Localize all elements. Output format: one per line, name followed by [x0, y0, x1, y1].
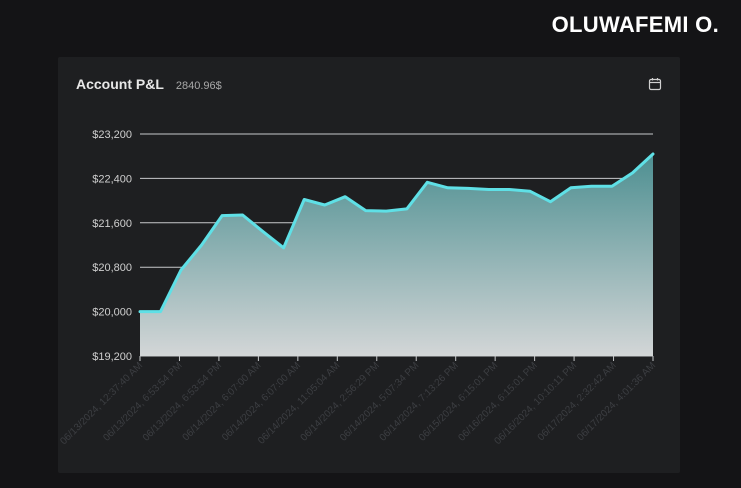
x-tick-label: 06/14/2024, 7:13:26 PM [378, 360, 461, 443]
series-line [138, 152, 655, 314]
x-tick-label: 06/15/2024, 6:15:01 PM [417, 360, 500, 443]
card-header: Account P&L 2840.96$ [76, 76, 222, 92]
area-path [140, 154, 653, 356]
pnl-value: 2840.96$ [175, 80, 222, 92]
card-title: Account P&L [76, 76, 164, 92]
pnl-card: $19,200 $20,000 $20,800 $21,600 $22,400 $23,2… [58, 57, 680, 473]
series-line-path [138, 152, 655, 314]
y-tick-label: $20,800 [92, 262, 132, 274]
x-tick-label: 06/17/2024, 4:01:36 AM [575, 360, 658, 443]
y-tick-label: $21,600 [92, 218, 132, 230]
x-tick-label: 06/14/2024, 2:56:29 PM [299, 360, 382, 443]
x-tick-label: 06/14/2024, 6:07:00 AM [220, 360, 303, 443]
pnl-chart: $19,200 $20,000 $20,800 $21,600 $22,400 $23,2… [58, 129, 658, 447]
x-tick-label: 06/14/2024, 6:07:00 AM [181, 360, 264, 443]
y-tick-label: $19,200 [92, 351, 132, 363]
x-tick-label: 06/17/2024, 2:32:42 AM [536, 360, 619, 443]
brand-name: OLUWAFEMI O. [551, 12, 719, 37]
x-tick-label: 06/14/2024, 11:05:04 AM [256, 360, 342, 446]
x-tick-label: 06/14/2024, 5:07:34 PM [338, 360, 421, 443]
area-fill [140, 154, 653, 356]
y-tick-label: $22,400 [92, 173, 132, 185]
y-tick-label: $23,200 [92, 129, 132, 141]
x-tick-label: 06/13/2024, 6:53:54 PM [141, 360, 224, 443]
y-tick-label: $20,000 [92, 307, 132, 319]
x-tick-label: 06/16/2024, 6:15:01 PM [456, 360, 539, 443]
x-tick-label: 06/13/2024, 6:53:54 PM [101, 360, 184, 443]
y-axis: $19,200 $20,000 $20,800 $21,600 $22,400 $23,2… [92, 129, 132, 363]
calendar-icon[interactable] [648, 77, 662, 91]
